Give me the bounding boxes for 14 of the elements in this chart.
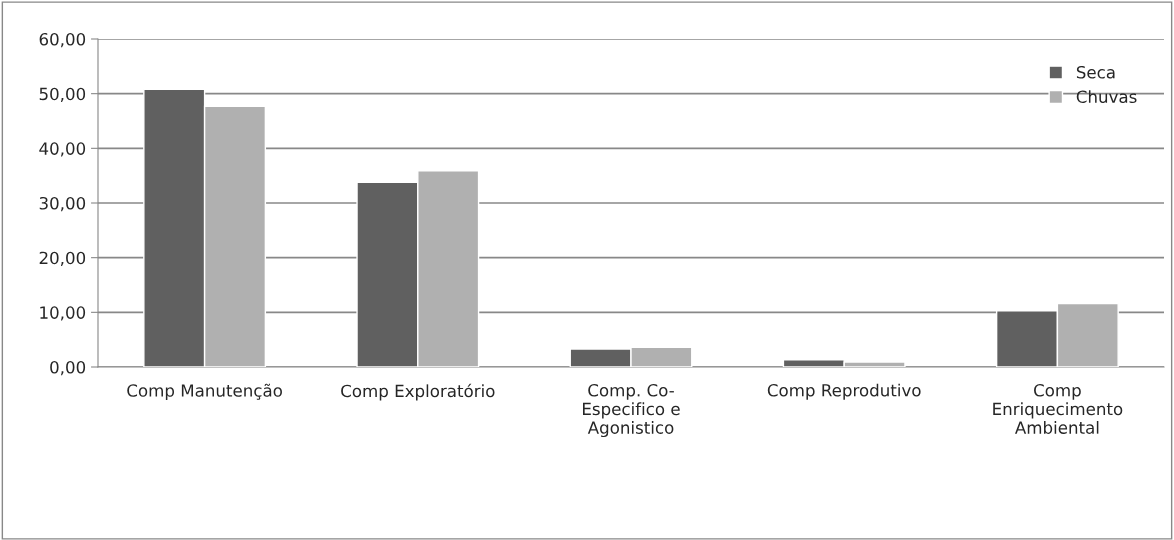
y-tick-label: 10,00 xyxy=(40,306,86,321)
y-tick-label: 20,00 xyxy=(39,251,86,266)
x-tick-label: Comp. Co- Especifico e Agonistico xyxy=(583,383,680,438)
legend-label: Chuvas xyxy=(1076,90,1137,104)
y-tick-label: 40,00 xyxy=(39,142,86,157)
y-tick-label: 60,00 xyxy=(39,32,86,48)
y-tick-label: 50,00 xyxy=(39,87,86,102)
x-tick-label: Comp Reprodutivo xyxy=(767,383,921,400)
y-tick-label: 30,00 xyxy=(39,196,86,212)
x-tick-label: Comp Enriquecimento Ambiental xyxy=(993,383,1123,434)
x-tick-label: Comp Manutenção xyxy=(127,383,282,401)
x-tick-label: Comp Exploratório xyxy=(341,383,495,401)
y-tick-label: 0,00 xyxy=(50,360,86,376)
legend-label: Seca xyxy=(1076,65,1115,79)
